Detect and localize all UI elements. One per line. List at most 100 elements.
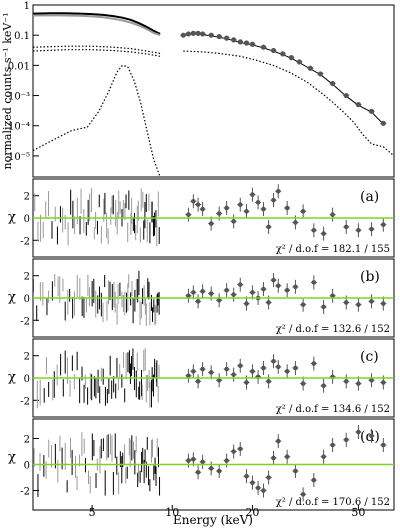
residual-data-point	[195, 202, 201, 207]
residual-points-b: -2 0 2	[20, 270, 394, 327]
residual-data-point	[311, 227, 317, 233]
spectrum-data-point	[237, 39, 243, 45]
residual-y-tick-label: -2	[20, 396, 30, 407]
residual-data-point	[261, 488, 266, 493]
residual-ylabel-d: χ	[8, 450, 16, 465]
residual-y-tick-label: 0	[24, 461, 30, 472]
x-tick-label: 50	[351, 506, 365, 519]
residual-data-point	[275, 364, 281, 370]
spectrum-data-point	[216, 33, 222, 40]
residual-data-point	[343, 300, 349, 305]
spectrum-data-point	[296, 59, 302, 65]
residual-data-point	[208, 370, 214, 375]
spectrum-y-tick-label: 10⁻³	[8, 92, 30, 103]
residual-data-point	[244, 209, 249, 214]
residual-data-point	[200, 206, 205, 212]
residual-data-point	[244, 380, 249, 385]
residual-data-point	[330, 212, 335, 217]
model-component-line	[183, 50, 395, 157]
residual-ylabel-c: χ	[8, 370, 16, 385]
residual-y-tick-label: -2	[20, 487, 30, 498]
residual-data-point	[343, 224, 349, 230]
residual-panel-c: χ (c) χ² / d.o.f = 134.6 / 152 -2 0 2	[8, 338, 395, 418]
residual-ylabel-b: χ	[8, 290, 16, 305]
spectrum-data-point	[368, 108, 375, 114]
residual-data-point	[231, 292, 236, 297]
spectrum-y-tick-label: 10⁻⁵	[8, 152, 30, 163]
residual-data-point	[300, 209, 306, 214]
x-axis-label: Energy (keV)	[173, 513, 253, 527]
spectrum-data-point	[224, 35, 230, 41]
residual-data-point	[311, 477, 317, 483]
residual-data-point	[330, 442, 335, 448]
residual-data-point	[356, 302, 361, 307]
residual-data-point	[231, 219, 236, 224]
residual-data-point	[321, 304, 326, 310]
residual-data-point	[284, 454, 290, 460]
spectrum-data-point	[180, 32, 186, 38]
residual-data-point	[200, 459, 205, 465]
residual-data-point	[261, 206, 266, 212]
spectrum-data-point	[260, 44, 267, 50]
residual-data-point	[321, 454, 326, 460]
stat-label-a: χ² / d.o.f = 182.1 / 155	[276, 244, 390, 255]
spectrum-data-point	[307, 65, 313, 71]
residual-data-point	[208, 291, 214, 296]
residual-data-point	[284, 287, 290, 293]
residual-data-point	[356, 227, 361, 233]
residual-y-tick-label: 2	[24, 272, 30, 283]
spectrum-y-tick-label: 0.1	[14, 31, 30, 42]
residual-data-point	[266, 379, 271, 384]
residual-data-point	[271, 358, 276, 364]
spectrum-panel: normalized counts s⁻¹ keV⁻¹ 10⁻⁵ 10⁻⁴ 10⁻³…	[1, 1, 395, 178]
residual-y-tick-label: -2	[20, 236, 30, 247]
residual-data-point	[293, 365, 298, 371]
residual-data-point	[381, 380, 386, 385]
residual-data-point	[293, 284, 298, 290]
panel-label-b: (b)	[360, 269, 380, 285]
residual-data-point	[244, 473, 249, 479]
residual-y-tick-label: 0	[24, 214, 30, 225]
residual-data-point	[321, 383, 326, 389]
residual-data-point	[343, 379, 349, 384]
residual-data-point	[381, 301, 386, 306]
residual-data-point	[224, 458, 229, 463]
stat-label-d: χ² / d.o.f = 170.6 / 152	[276, 497, 390, 508]
residual-data-point	[300, 381, 306, 386]
spectrum-y-ticks: 10⁻⁵ 10⁻⁴ 10⁻³ 0.01 0.1 1	[8, 1, 39, 163]
spectrum-model-lines	[32, 45, 395, 178]
residual-data-point	[237, 282, 243, 287]
residual-data-point	[224, 205, 229, 211]
residual-data-point	[271, 197, 276, 203]
residual-data-point	[271, 277, 276, 283]
residual-data-point	[250, 369, 255, 374]
residual-data-point	[216, 468, 222, 474]
residual-data-point	[369, 299, 374, 304]
residual-data-point	[208, 466, 214, 471]
residual-data-point	[343, 437, 349, 443]
residual-data-point	[244, 301, 249, 306]
residual-panel-a: χ (a) χ² / d.o.f = 182.1 / 155 -2 0 2	[8, 178, 395, 258]
residual-points-c: -2 0 2	[20, 348, 394, 409]
residual-data-point	[191, 290, 196, 295]
spectrum-data-line	[32, 12, 161, 35]
spectrum-data-line	[32, 14, 161, 37]
spectrum-data-point	[249, 41, 256, 47]
residual-y-tick-label: -2	[20, 316, 30, 327]
residual-data-point	[224, 366, 229, 372]
residual-data-point	[275, 188, 281, 194]
residual-data-point	[250, 480, 255, 486]
residual-data-point	[237, 363, 243, 369]
residual-data-point	[275, 438, 281, 444]
residual-data-point	[237, 446, 243, 452]
spectrum-data-point	[185, 31, 192, 37]
residual-y-tick-label: 0	[24, 374, 30, 385]
spectrum-data-point	[343, 92, 349, 99]
residual-data-point	[311, 361, 317, 366]
residual-data-point	[250, 290, 255, 295]
residual-data-point	[271, 455, 276, 461]
residual-data-point	[369, 433, 374, 439]
spectrum-data-points	[32, 12, 387, 126]
residual-panel-b: χ (b) χ² / d.o.f = 132.6 / 152 -2 0 2	[8, 258, 395, 338]
residual-data-point	[250, 192, 255, 197]
